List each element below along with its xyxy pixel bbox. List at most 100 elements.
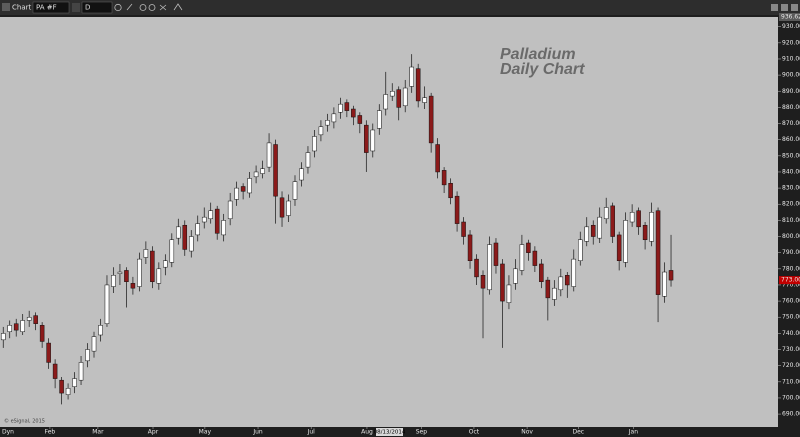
candle-body bbox=[59, 379, 64, 394]
candle-body bbox=[461, 221, 466, 237]
candle-body bbox=[247, 178, 252, 194]
candle-body bbox=[344, 102, 350, 111]
y-tick-label: 820.00 bbox=[782, 201, 800, 208]
candle-body bbox=[13, 323, 19, 331]
candle-body bbox=[603, 207, 609, 220]
candle-body bbox=[195, 223, 201, 236]
candle-body bbox=[480, 275, 486, 289]
x-tick-label: Mar bbox=[92, 429, 104, 436]
y-tick-label: 750.00 bbox=[782, 314, 800, 321]
window-buttons[interactable] bbox=[771, 4, 798, 11]
toolbar bbox=[0, 0, 800, 15]
cursor-box bbox=[376, 428, 403, 436]
candle-body bbox=[7, 325, 12, 333]
x-tick-label: Aug bbox=[361, 429, 373, 436]
candle-body bbox=[331, 113, 337, 123]
candle-body bbox=[396, 89, 401, 108]
candle-body bbox=[655, 210, 661, 295]
y-tick-label: 900.00 bbox=[782, 72, 800, 79]
candle-body bbox=[662, 271, 667, 297]
y-tick-label: 800.00 bbox=[782, 233, 800, 240]
candle-body bbox=[240, 186, 246, 192]
y-tick-label: 780.00 bbox=[782, 265, 800, 272]
candle-body bbox=[532, 250, 538, 266]
y-tick-label: 700.00 bbox=[782, 394, 800, 401]
chart-title: Palladium bbox=[500, 46, 576, 63]
candle-body bbox=[597, 216, 602, 239]
candle-body bbox=[539, 263, 544, 282]
chart-subtitle: Daily Chart bbox=[500, 61, 585, 78]
last-price-label: 773.00 bbox=[781, 277, 800, 284]
y-tick-label: 740.00 bbox=[782, 330, 800, 337]
candle-body bbox=[558, 276, 564, 291]
candle-body bbox=[623, 220, 628, 263]
candle-body bbox=[46, 342, 51, 363]
x-tick-label: Feb bbox=[45, 429, 56, 436]
interval-text: D bbox=[85, 4, 90, 12]
candle-body bbox=[448, 183, 453, 199]
candle-body bbox=[467, 234, 473, 261]
x-tick-label: Nov bbox=[521, 429, 533, 436]
window-title: Chart bbox=[12, 4, 31, 12]
candle-body bbox=[273, 144, 278, 197]
candle-body bbox=[111, 275, 116, 287]
candle-body bbox=[312, 136, 317, 152]
y-tick-label: 880.00 bbox=[782, 104, 800, 111]
candle-body bbox=[91, 336, 97, 352]
symbol-input[interactable] bbox=[32, 1, 70, 14]
y-tick-label: 720.00 bbox=[782, 362, 800, 369]
candle-body bbox=[117, 271, 123, 274]
candle-body bbox=[20, 320, 25, 333]
candle-body bbox=[370, 129, 376, 152]
candle-body bbox=[143, 249, 149, 258]
app-icon bbox=[2, 3, 10, 11]
candle-body bbox=[260, 168, 265, 174]
candle-body bbox=[72, 378, 77, 387]
candle-body bbox=[156, 268, 162, 284]
candle-body bbox=[234, 187, 239, 200]
candle-body bbox=[610, 205, 615, 237]
watermark: © eSignal, 2015 bbox=[4, 418, 45, 425]
candle-body bbox=[169, 239, 175, 263]
candle-body bbox=[292, 181, 298, 200]
y-tick-label: 690.00 bbox=[782, 411, 800, 418]
last-price-box bbox=[779, 276, 800, 285]
top-marker-box bbox=[779, 13, 800, 21]
candle-body bbox=[377, 110, 382, 129]
y-tick-label: 890.00 bbox=[782, 88, 800, 95]
symbol-button[interactable] bbox=[72, 3, 80, 12]
candle-body bbox=[176, 226, 181, 239]
x-tick-label: Dec bbox=[573, 429, 585, 436]
candle-body bbox=[137, 258, 142, 287]
y-tick-label: 730.00 bbox=[782, 346, 800, 353]
candle-body bbox=[441, 170, 447, 186]
candle-body bbox=[493, 242, 499, 266]
candle-body bbox=[201, 216, 207, 223]
toolbar-icons[interactable] bbox=[114, 3, 183, 12]
candle-body bbox=[506, 284, 512, 303]
candle-body bbox=[338, 103, 343, 113]
candle-body bbox=[402, 87, 408, 107]
x-tick-label: Apr bbox=[148, 429, 159, 436]
interval-input[interactable] bbox=[81, 1, 113, 14]
candle-body bbox=[52, 363, 58, 379]
candle-body bbox=[214, 208, 220, 234]
candle-body bbox=[65, 388, 71, 395]
candle-body bbox=[584, 226, 590, 242]
candle-body bbox=[357, 115, 363, 124]
candle-body bbox=[364, 124, 369, 153]
mode-label[interactable]: Dyn bbox=[2, 429, 14, 436]
candle-body bbox=[616, 234, 622, 261]
candle-body bbox=[474, 258, 479, 278]
symbol-text: PA #F bbox=[36, 4, 57, 12]
candle-body bbox=[188, 236, 194, 252]
y-tick-label: 760.00 bbox=[782, 298, 800, 305]
y-tick-label: 850.00 bbox=[782, 152, 800, 159]
candle-body bbox=[642, 224, 648, 241]
y-tick-label: 860.00 bbox=[782, 136, 800, 143]
candle-body bbox=[305, 152, 311, 168]
candle-body bbox=[409, 66, 414, 87]
candle-body bbox=[182, 224, 188, 250]
